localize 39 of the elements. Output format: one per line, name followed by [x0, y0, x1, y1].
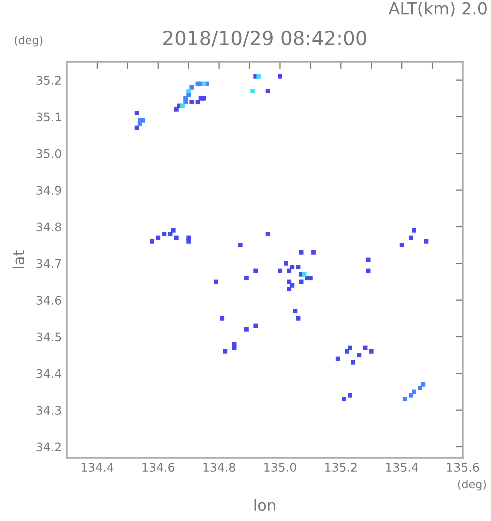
x-axis-title: lon — [254, 499, 276, 512]
y-tick-label: 34.3 — [36, 406, 62, 415]
point — [138, 122, 142, 127]
point — [302, 272, 307, 277]
y-tick-label: 34.2 — [36, 442, 61, 452]
point — [202, 82, 206, 86]
text: (deg) — [458, 480, 486, 491]
point — [421, 382, 426, 387]
y-tick-label: 34.6 — [36, 296, 62, 305]
point — [412, 390, 416, 394]
chart-title: 2018/10/29 08:42:00 — [164, 30, 366, 48]
point — [184, 96, 188, 101]
y-tick-label: 35.2 — [36, 76, 61, 85]
y-axis-title: lat — [12, 250, 25, 268]
y-tick-label: 34.7 — [36, 259, 62, 268]
point — [402, 397, 408, 402]
point — [140, 118, 146, 123]
x-tick-label: 135.2 — [326, 463, 357, 472]
point — [256, 74, 262, 79]
y-tick-label: 34.4 — [36, 369, 62, 378]
y-tick-label: 34.8 — [36, 222, 62, 232]
point — [409, 393, 414, 398]
point — [250, 89, 256, 94]
y-tick-label: 35.1 — [36, 112, 62, 122]
x-tick-label: 134.8 — [204, 463, 236, 472]
text: 35.0 — [36, 149, 62, 158]
point — [186, 89, 192, 94]
text: ALT(km) 2.0 — [388, 2, 487, 17]
y-tick-label: 34.9 — [36, 186, 62, 195]
point — [180, 104, 185, 108]
text: (deg) — [14, 36, 43, 47]
y-tick-label: 34.5 — [36, 332, 62, 342]
point — [190, 85, 194, 90]
text: 135.0 — [264, 463, 296, 472]
point — [418, 386, 423, 391]
x-tick-label: 135.4 — [386, 463, 418, 472]
x-tick-label: 134.4 — [82, 463, 114, 472]
x-tick-label: 134.6 — [142, 463, 175, 472]
x-tick-label: 135.6 — [447, 463, 480, 472]
